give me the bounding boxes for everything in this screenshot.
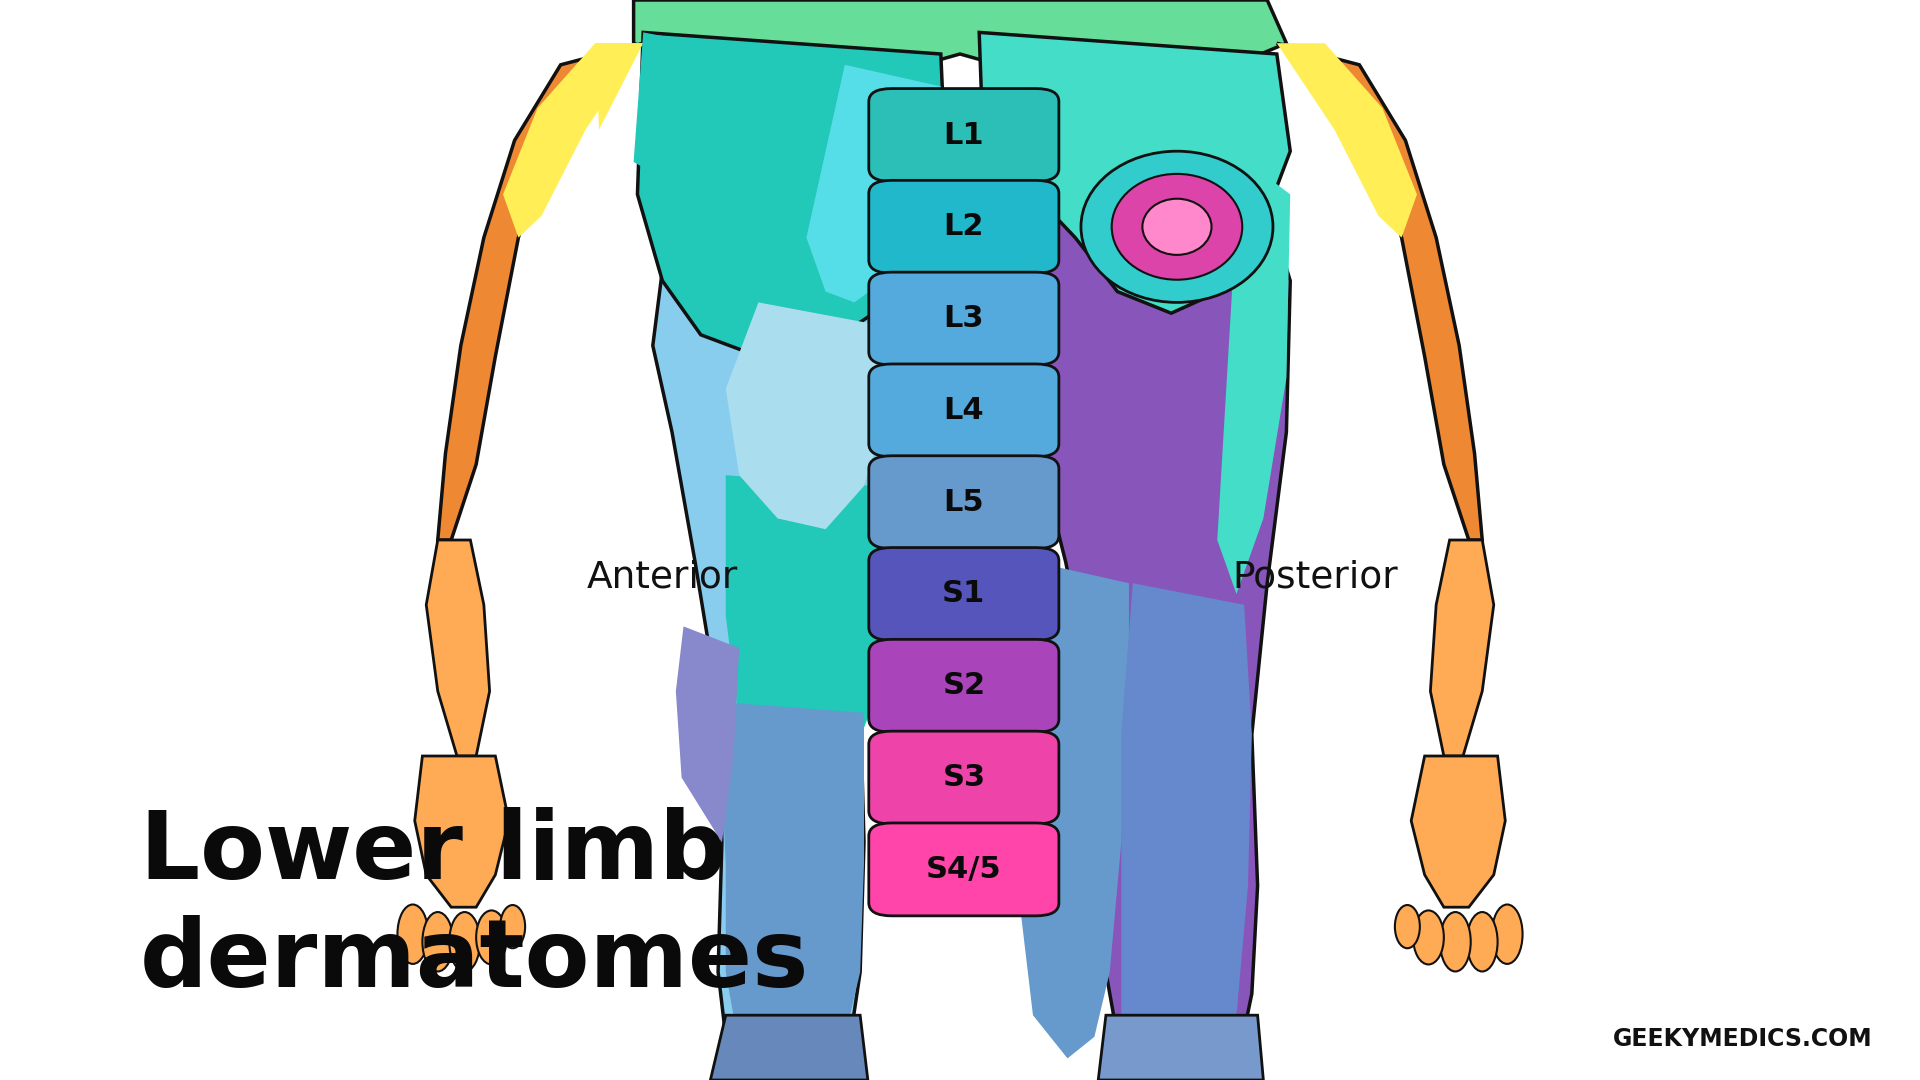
Text: L5: L5 [943,488,985,516]
Text: S4/5: S4/5 [925,855,1002,883]
Polygon shape [1098,1015,1263,1080]
Polygon shape [1014,562,1129,1058]
Text: Anterior: Anterior [588,559,737,596]
Text: L2: L2 [943,213,985,241]
Polygon shape [438,43,643,540]
Polygon shape [718,702,864,1069]
Text: GEEKYMEDICS.COM: GEEKYMEDICS.COM [1613,1027,1872,1051]
Ellipse shape [1142,199,1212,255]
Ellipse shape [449,912,480,972]
FancyBboxPatch shape [868,731,1058,824]
Text: L1: L1 [943,121,985,149]
FancyBboxPatch shape [868,456,1058,549]
Polygon shape [676,626,739,842]
FancyBboxPatch shape [868,639,1058,732]
Polygon shape [503,43,643,238]
Ellipse shape [1081,151,1273,302]
Text: Posterior: Posterior [1233,559,1398,596]
Polygon shape [726,475,883,799]
Polygon shape [1411,756,1505,907]
Text: S1: S1 [943,580,985,608]
Polygon shape [595,43,643,130]
Polygon shape [426,540,490,756]
Ellipse shape [422,912,453,972]
Polygon shape [1217,140,1290,594]
FancyBboxPatch shape [868,823,1058,916]
FancyBboxPatch shape [868,548,1058,640]
Text: S3: S3 [943,764,985,792]
Ellipse shape [1467,912,1498,972]
Polygon shape [637,32,945,356]
Ellipse shape [1394,905,1419,948]
Polygon shape [1277,43,1417,238]
Polygon shape [1121,583,1252,1069]
Text: L3: L3 [943,305,985,333]
Text: Lower limb: Lower limb [140,807,728,900]
Polygon shape [634,32,758,194]
Polygon shape [634,0,1286,97]
Ellipse shape [1492,905,1523,963]
Polygon shape [710,1015,868,1080]
FancyBboxPatch shape [868,180,1058,273]
Text: dermatomes: dermatomes [140,915,810,1008]
Polygon shape [726,302,887,529]
Ellipse shape [1112,174,1242,280]
Ellipse shape [1440,912,1471,972]
Polygon shape [806,65,941,302]
Polygon shape [415,756,509,907]
Ellipse shape [397,905,428,963]
Text: S2: S2 [943,672,985,700]
Text: L4: L4 [943,396,985,424]
Polygon shape [979,32,1290,313]
Ellipse shape [499,905,526,948]
Polygon shape [653,270,906,1080]
FancyBboxPatch shape [868,272,1058,365]
Ellipse shape [1413,910,1444,964]
Polygon shape [1277,43,1482,540]
FancyBboxPatch shape [868,364,1058,457]
FancyBboxPatch shape [868,89,1058,181]
Polygon shape [983,140,1290,1080]
Polygon shape [1430,540,1494,756]
Ellipse shape [476,910,507,964]
